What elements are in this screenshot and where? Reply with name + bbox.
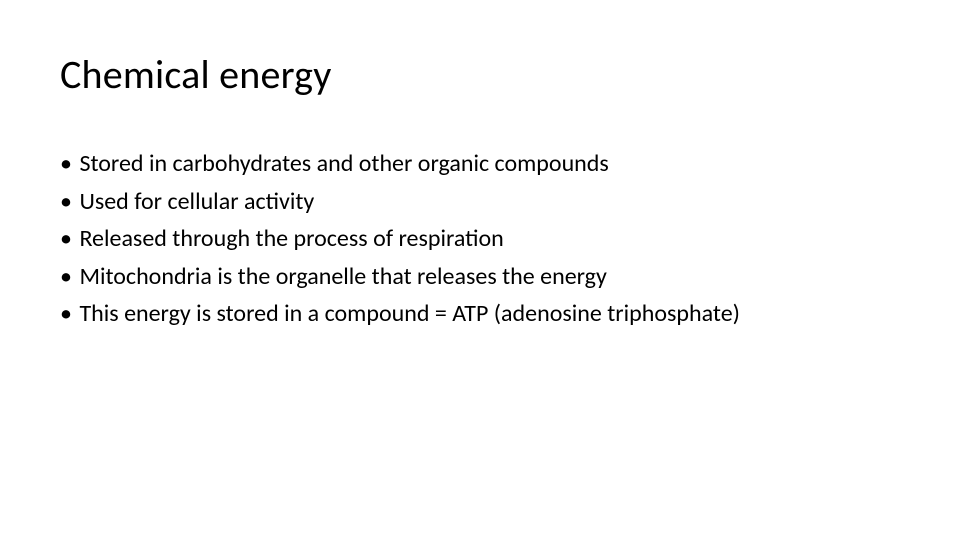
list-item: • This energy is stored in a compound = … <box>60 297 900 331</box>
slide: Chemical energy • Stored in carbohydrate… <box>0 0 960 540</box>
bullet-icon: • <box>60 222 74 256</box>
bullet-text: Used for cellular activity <box>79 187 314 216</box>
bullet-icon: • <box>60 185 74 219</box>
list-item: • Used for cellular activity <box>60 185 900 219</box>
bullet-text: Released through the process of respirat… <box>79 224 503 253</box>
bullet-list: • Stored in carbohydrates and other orga… <box>60 147 900 331</box>
bullet-text: Mitochondria is the organelle that relea… <box>79 262 606 291</box>
bullet-icon: • <box>60 297 74 331</box>
bullet-text: This energy is stored in a compound = AT… <box>79 299 739 328</box>
bullet-text: Stored in carbohydrates and other organi… <box>79 149 608 178</box>
slide-title: Chemical energy <box>60 50 900 99</box>
list-item: • Mitochondria is the organelle that rel… <box>60 260 900 294</box>
list-item: • Stored in carbohydrates and other orga… <box>60 147 900 181</box>
bullet-icon: • <box>60 147 74 181</box>
bullet-icon: • <box>60 260 74 294</box>
list-item: • Released through the process of respir… <box>60 222 900 256</box>
